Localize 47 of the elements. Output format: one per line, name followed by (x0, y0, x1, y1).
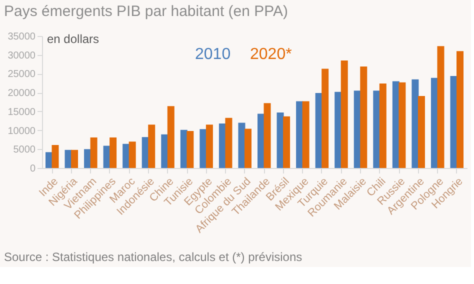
bar (340, 60, 348, 168)
bar (128, 142, 136, 168)
y-tick-label: 35000 (8, 32, 36, 42)
y-tick-label: 10000 (8, 126, 36, 137)
bar (456, 51, 464, 168)
bar (322, 68, 329, 168)
bar (206, 124, 213, 168)
bar (379, 84, 386, 168)
bar (360, 66, 368, 168)
bar (45, 152, 52, 168)
bar (148, 124, 156, 168)
bar (200, 129, 207, 168)
y-tick-label: 15000 (8, 106, 36, 118)
bar (238, 122, 246, 168)
bar (84, 149, 92, 168)
bar (373, 90, 380, 168)
bar (412, 79, 419, 168)
bar (437, 46, 444, 168)
series-label: 2020* (250, 46, 292, 63)
bar (283, 116, 290, 168)
text: 2010 (195, 46, 231, 63)
bar (258, 114, 265, 168)
bar (450, 76, 458, 168)
bar (52, 144, 59, 168)
bar (122, 144, 130, 168)
bar (398, 82, 406, 168)
bar (110, 137, 117, 168)
bar (264, 103, 271, 168)
y-tick-label: 0 (30, 164, 36, 174)
bar (186, 131, 194, 168)
y-tick-label: 30000 (8, 50, 36, 62)
bar (244, 128, 252, 168)
bar (225, 118, 232, 168)
source-note: Source : Statistiques nationales, calculs et (*) prévisions (4, 250, 302, 264)
bar (334, 92, 342, 168)
bar (418, 96, 425, 168)
bar (90, 137, 98, 168)
y-axis-title: en dollars (47, 32, 100, 46)
chart-title: Pays émergents PIB par habitant (en PPA) (4, 3, 288, 20)
bar (296, 101, 304, 168)
bar (161, 134, 168, 168)
bar (167, 106, 174, 168)
bar (71, 150, 78, 168)
bar (302, 101, 310, 168)
y-tick-label: 20000 (8, 88, 36, 100)
y-tick-label: 5000 (13, 144, 36, 156)
y-tick-label: 25000 (8, 69, 36, 80)
